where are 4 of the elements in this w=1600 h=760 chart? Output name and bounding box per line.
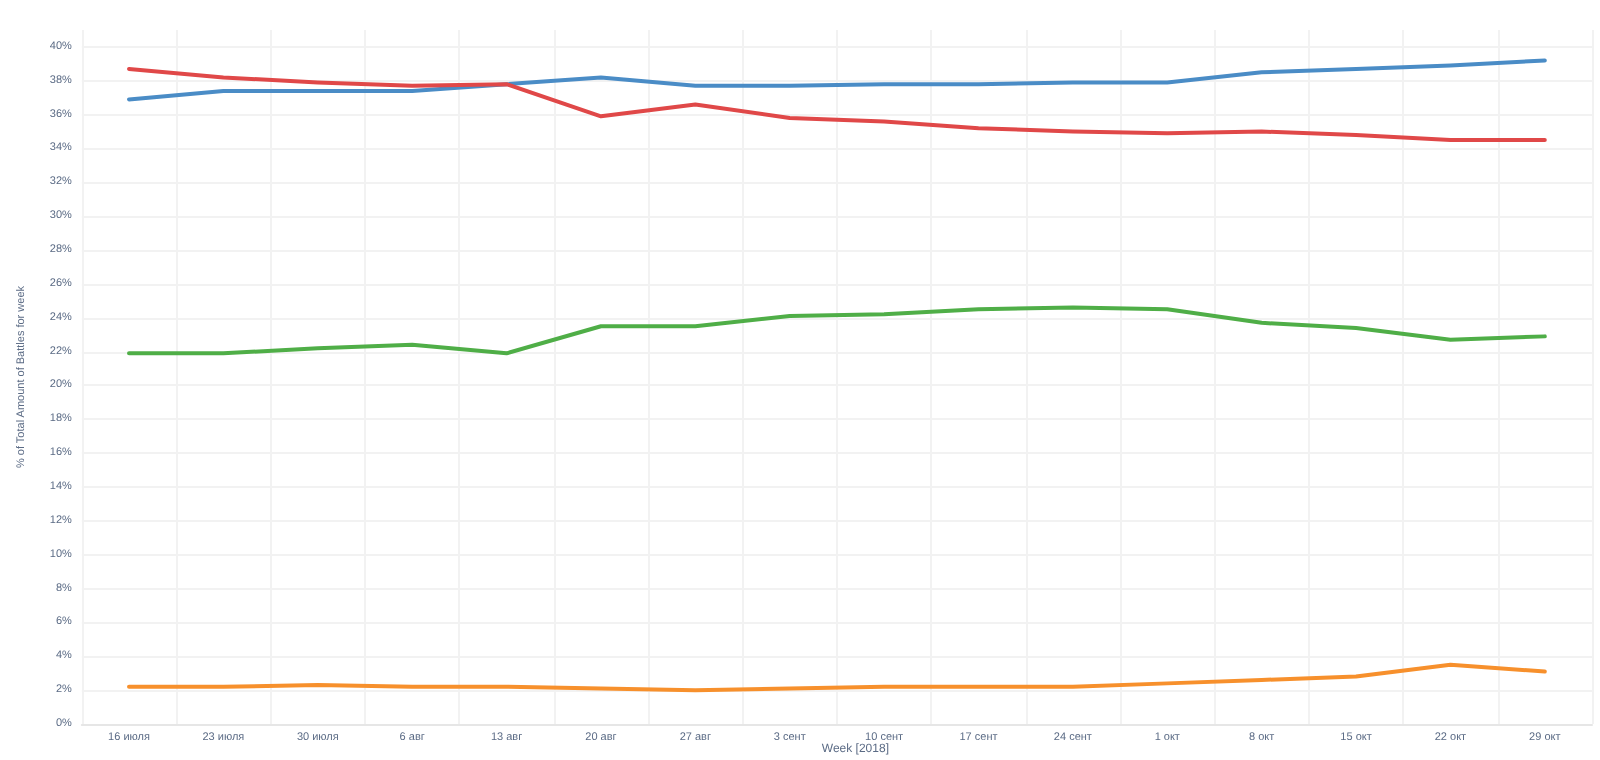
line-series (127, 305, 1547, 356)
line-series (127, 66, 1547, 143)
line-series (127, 58, 1547, 102)
line-series (127, 662, 1547, 693)
